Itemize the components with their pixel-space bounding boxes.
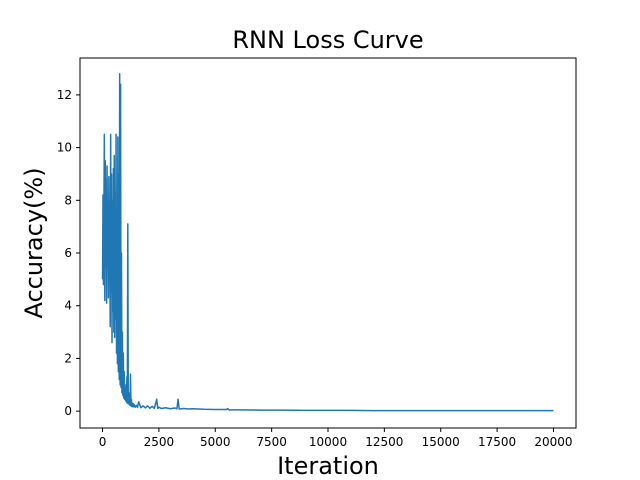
x-tick-label: 12500 xyxy=(365,435,403,449)
y-tick-label: 4 xyxy=(64,299,72,313)
x-tick-label: 17500 xyxy=(478,435,516,449)
y-axis: 0 2 4 6 8 10 12 xyxy=(57,88,80,418)
x-tick-label: 10000 xyxy=(309,435,347,449)
x-tick-label: 2500 xyxy=(144,435,175,449)
y-tick-label: 2 xyxy=(64,351,72,365)
y-tick-label: 12 xyxy=(57,88,72,102)
y-tick-label: 10 xyxy=(57,141,72,155)
y-tick-label: 0 xyxy=(64,404,72,418)
y-tick-label: 6 xyxy=(64,246,72,260)
chart-title: RNN Loss Curve xyxy=(232,26,423,54)
x-axis: 0 2500 5000 7500 10000 12500 15000 17500 20000 xyxy=(99,428,573,449)
x-tick-label: 7500 xyxy=(256,435,287,449)
x-tick-label: 0 xyxy=(99,435,107,449)
plot-area xyxy=(101,73,554,412)
x-tick-label: 20000 xyxy=(534,435,572,449)
series-line-0 xyxy=(101,73,554,412)
y-axis-label: Accuracy(%) xyxy=(20,167,48,318)
x-tick-label: 15000 xyxy=(422,435,460,449)
x-tick-label: 5000 xyxy=(200,435,231,449)
y-tick-label: 8 xyxy=(64,193,72,207)
x-axis-label: Iteration xyxy=(277,452,379,480)
